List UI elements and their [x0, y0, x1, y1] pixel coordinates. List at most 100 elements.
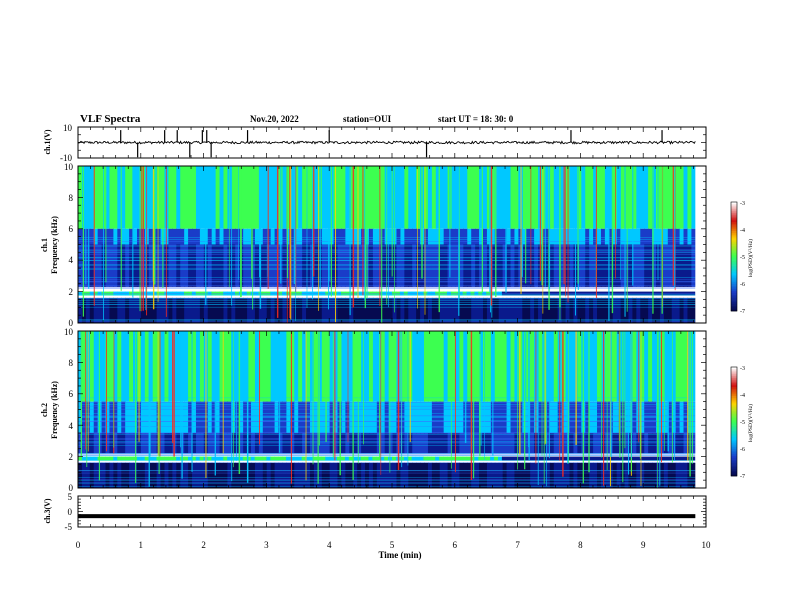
spectrogram-cell [380, 244, 386, 287]
spectrogram-cell [691, 331, 696, 402]
spectrogram-cell [345, 297, 350, 323]
spectrogram-cell [148, 297, 154, 323]
spectrogram-cell [195, 166, 201, 229]
spectrogram-cell [482, 433, 488, 454]
spectrogram-cell [329, 331, 335, 402]
spectrogram-cell [187, 456, 193, 461]
spectrogram-cell [101, 433, 107, 454]
spectrogram-cell [416, 228, 421, 245]
colorbar-swatch [731, 446, 737, 450]
spectrogram-cell [215, 331, 221, 402]
spectrogram-cell [482, 244, 488, 287]
spectrogram-cell [541, 228, 547, 245]
spectrogram-cell [254, 228, 260, 245]
spectrogram-cell [659, 433, 665, 454]
spectrogram-cell [361, 297, 366, 323]
spectrogram-cell [479, 297, 484, 323]
spectrogram-cell [380, 433, 386, 454]
spectrogram-cell [231, 166, 236, 229]
spectrogram-cell [475, 462, 480, 488]
spectrogram-cell [439, 462, 445, 488]
spectrogram-cell [89, 462, 95, 488]
colorbar-swatch [731, 265, 737, 268]
ch2-colorbar-label: log(PSD)(V²/Hz) [747, 404, 754, 442]
spectrogram-cell [109, 166, 114, 229]
colorbar-swatch [731, 425, 737, 428]
spectrogram-cell [494, 462, 500, 488]
spectrogram-cell [282, 456, 287, 461]
x-tick-label: 8 [578, 540, 583, 550]
spectrogram-cell [549, 297, 555, 323]
colorbar-swatch [731, 247, 737, 250]
spectrogram-cell [164, 228, 170, 245]
spectrogram-cell [396, 462, 402, 488]
spectrogram-cell [282, 331, 287, 402]
spectrogram-cell [97, 228, 103, 245]
spectrogram-cell [258, 331, 264, 402]
colorbar-swatch [731, 437, 737, 440]
spectrogram-cell [278, 297, 284, 323]
spectrogram-cell [89, 244, 95, 287]
spectrogram-cell [306, 297, 311, 323]
spectrogram-cell [518, 433, 523, 454]
spectrogram-cell [156, 228, 162, 245]
colorbar-swatch [731, 216, 737, 219]
spectrogram-cell [404, 166, 409, 229]
spectrogram-cell [644, 462, 649, 488]
spectrogram-cell [313, 297, 319, 323]
ch1-spectrogram-panel: 0 2 4 6 8 10 ch.1 Frequency (kHz) -3 -4 … [40, 162, 754, 328]
spectrogram-cell [247, 462, 252, 488]
spectrogram-cell [215, 297, 221, 323]
spectrogram-cell [258, 433, 264, 454]
spectrogram-cell [78, 456, 83, 461]
spectrogram-cell [652, 166, 657, 229]
spectrogram-cell [258, 244, 264, 287]
spectrogram-cell [353, 462, 358, 488]
spectrogram-cell [632, 331, 637, 402]
spectrogram-cell [235, 456, 240, 461]
spectrogram-cell [172, 456, 177, 461]
spectrogram-cell [211, 228, 217, 245]
spectrogram-cell [344, 456, 350, 461]
spectrogram-cell [192, 228, 197, 245]
spectrogram-cell [597, 297, 602, 323]
spectrogram-cell [624, 331, 630, 402]
spectrogram-cell [113, 462, 118, 488]
colorbar-swatch [731, 261, 737, 265]
spectrogram-cell [604, 166, 610, 229]
spectrogram-cell [148, 244, 154, 287]
spectrogram-cell [589, 331, 594, 402]
spectrogram-cell [176, 462, 181, 488]
spectrogram-cell [81, 433, 87, 454]
spectrogram-cell [109, 228, 114, 245]
spectrogram-cell [450, 456, 456, 461]
spectrogram-cell [593, 166, 598, 229]
spectrogram-cell [89, 331, 95, 402]
spectrogram-cell [207, 166, 213, 229]
spectrogram-cell [671, 166, 677, 229]
spectrogram-cell [184, 331, 189, 402]
spectrogram-cell [671, 462, 677, 488]
spectrogram-cell [93, 456, 99, 461]
spectrogram-cell [498, 331, 504, 402]
spectrogram-cell [534, 462, 539, 488]
spectrogram-cell [129, 166, 134, 229]
spectrogram-cell [117, 228, 122, 245]
x-tick-label: 3 [264, 540, 269, 550]
spectrogram-cell [125, 228, 130, 245]
spectrogram-cell [471, 244, 476, 287]
spectrogram-cell [113, 244, 118, 287]
colorbar-swatch [731, 441, 737, 444]
spectrogram-cell [321, 331, 327, 402]
spectrogram-cell [589, 462, 594, 488]
spectrogram-cell [357, 244, 362, 287]
spectrogram-cell [407, 456, 413, 461]
spectrogram-cell [644, 244, 649, 287]
spectrogram-cell [251, 331, 256, 402]
spectrogram-cell [561, 331, 567, 402]
spectrogram-cell [534, 331, 539, 402]
spectrogram-cell [384, 331, 390, 402]
spectrogram-cell [258, 166, 264, 229]
spectrogram-cell [475, 228, 480, 245]
spectrogram-cell [85, 456, 91, 461]
